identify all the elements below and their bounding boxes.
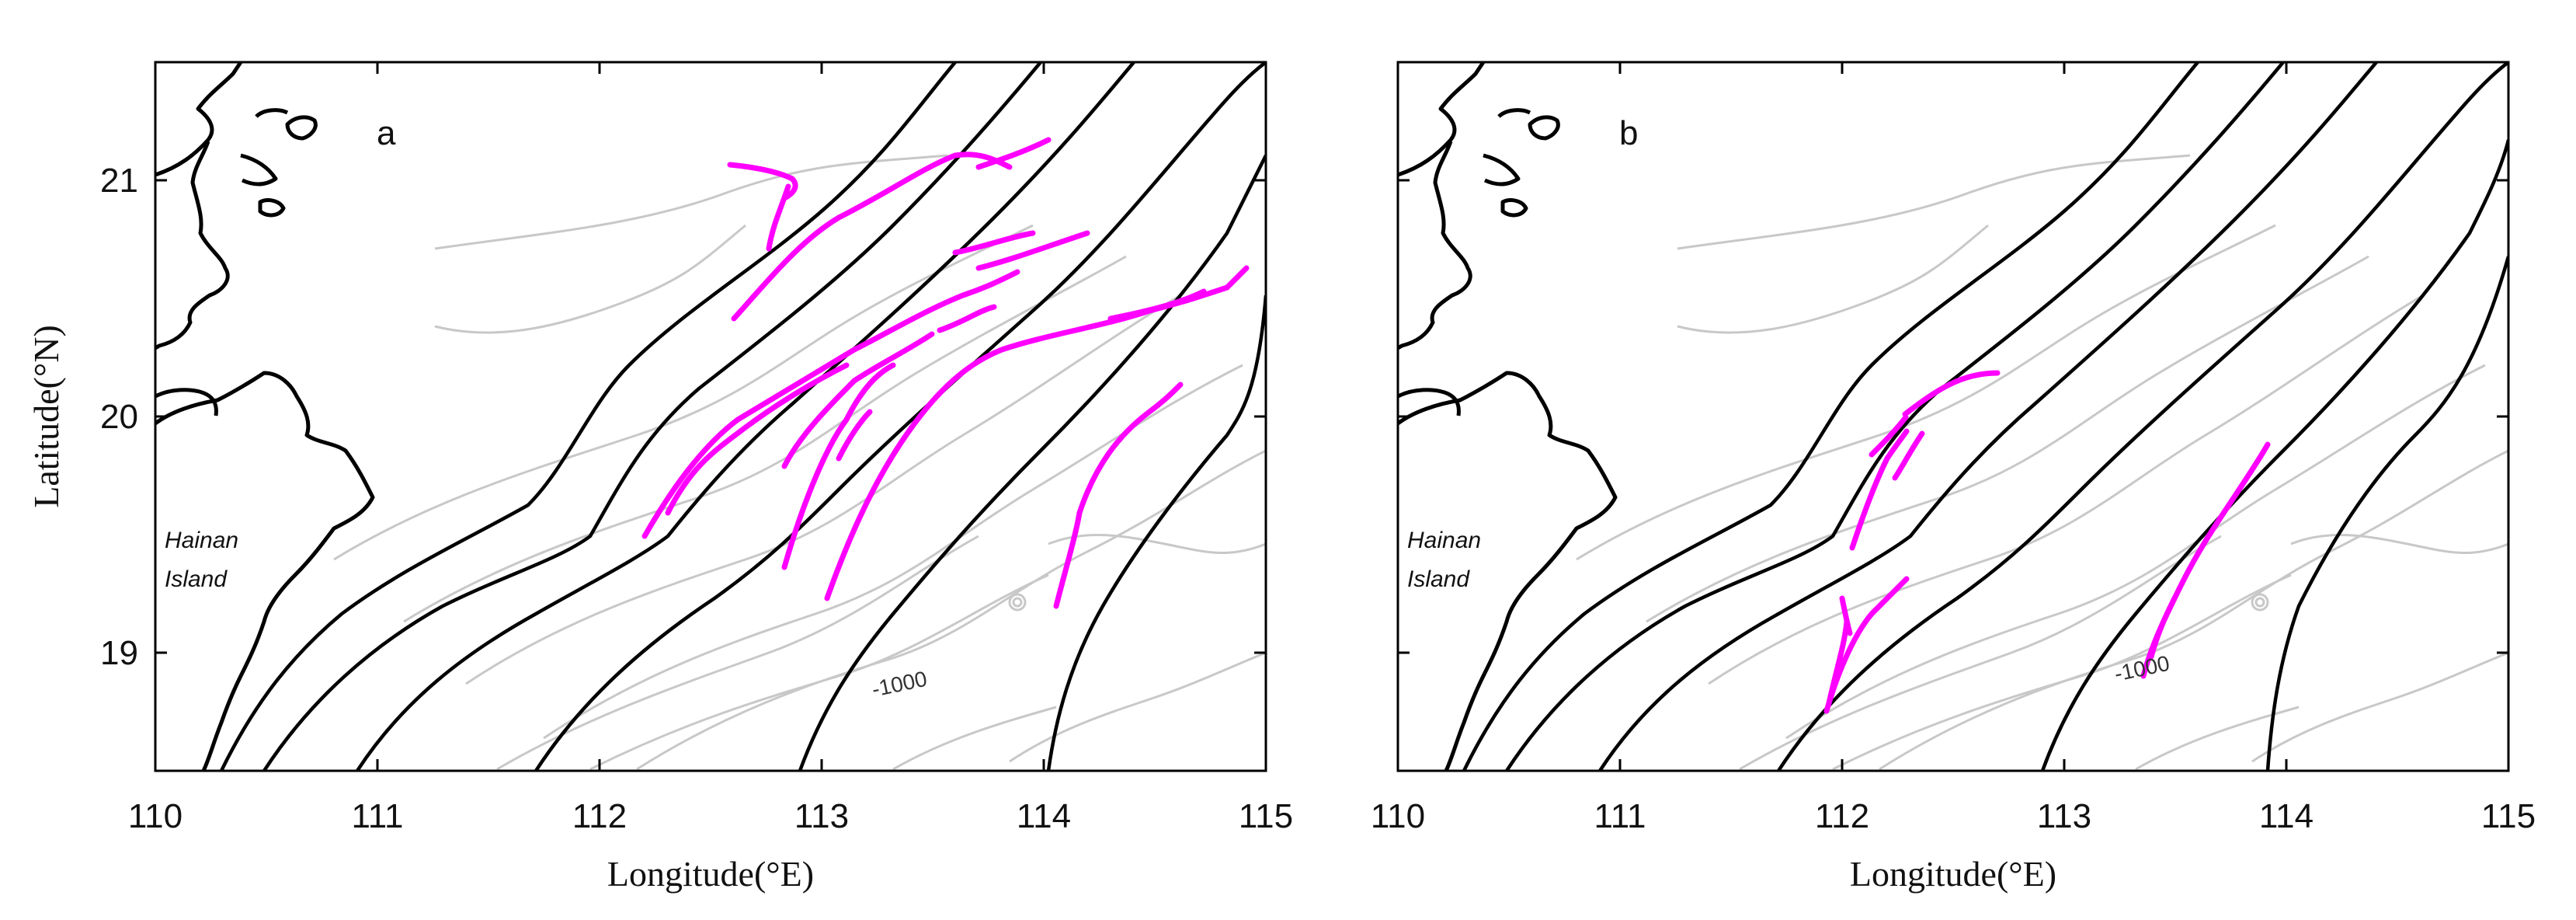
bathymetry-contours-b (1576, 154, 2508, 771)
bathymetry-contours-a (333, 154, 1266, 771)
panel-b: 110 111 112 113 114 115 Longitude(°E) b … (1371, 61, 2536, 894)
y-axis-label-a: Latitude(°N) (26, 325, 66, 508)
x-tick-label: 113 (794, 797, 849, 835)
x-tick-label: 114 (2259, 797, 2314, 835)
island-label-line2-a: Island (165, 566, 228, 592)
plot-frame-a (154, 61, 1267, 772)
x-tick-label: 111 (352, 797, 404, 835)
y-tick-label: 21 (100, 162, 138, 200)
x-tick-label: 115 (2481, 797, 2536, 835)
panel-a: 110 111 112 113 114 115 19 20 21 Longitu… (26, 61, 1293, 894)
plot-frame-b (1396, 61, 2510, 772)
coastline-b (1398, 62, 1618, 771)
wave-crests-a (641, 137, 1250, 609)
ticks-a (155, 62, 1266, 771)
panel-letter-a: a (377, 114, 396, 152)
contour-label-b: -1000 (2112, 651, 2172, 686)
y-tick-labels-a: 19 20 21 (100, 162, 138, 672)
x-axis-label-a: Longitude(°E) (607, 854, 814, 894)
x-tick-label: 113 (2037, 797, 2091, 835)
isobaths-b (1462, 62, 2508, 771)
isobaths-a (219, 62, 1266, 771)
x-tick-label: 112 (1815, 797, 1869, 835)
ticks-b (1398, 62, 2508, 771)
island-label-line2-b: Island (1407, 566, 1470, 592)
wave-crests-b (1823, 370, 2271, 714)
y-tick-label: 19 (100, 634, 138, 672)
x-tick-label: 112 (572, 797, 627, 835)
panel-letter-b: b (1619, 114, 1638, 152)
x-tick-label: 111 (1594, 797, 1646, 835)
x-tick-label: 115 (1239, 797, 1293, 835)
coastline-a (155, 62, 375, 771)
x-tick-labels-a: 110 111 112 113 114 115 (128, 797, 1293, 835)
island-label-line1-a: Hainan (165, 528, 238, 553)
contour-label-a: -1000 (870, 667, 930, 702)
island-label-line1-b: Hainan (1407, 528, 1481, 553)
y-tick-label: 20 (100, 398, 138, 436)
x-tick-label: 110 (1371, 797, 1425, 835)
x-tick-label: 110 (128, 797, 183, 835)
x-tick-label: 114 (1017, 797, 1071, 835)
x-axis-label-b: Longitude(°E) (1850, 854, 2056, 894)
x-tick-labels-b: 110 111 112 113 114 115 (1371, 797, 2536, 835)
